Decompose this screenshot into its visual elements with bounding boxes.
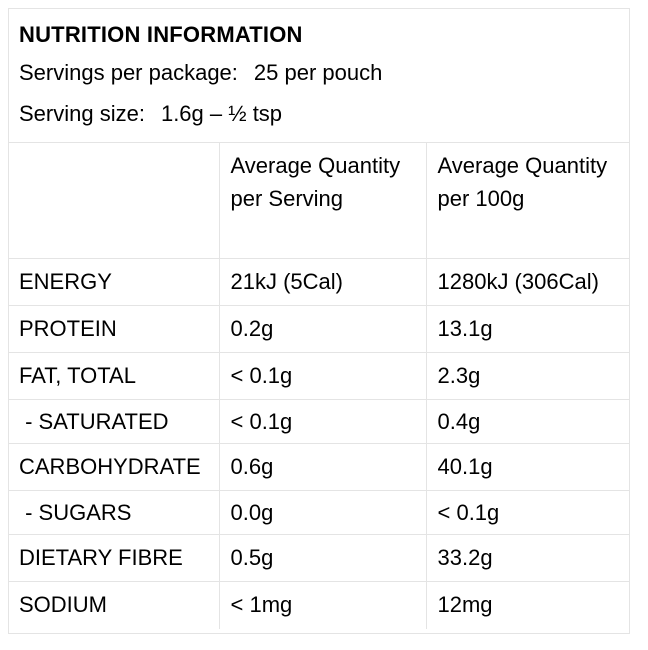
nutrient-name: - SATURATED	[8, 399, 219, 444]
servings-value: 25 per pouch	[253, 60, 383, 85]
per-100g-value: 13.1g	[425, 305, 630, 353]
per-serving-value: 0.2g	[218, 305, 426, 353]
per-100g-value: 12mg	[425, 581, 630, 629]
nutrient-name: PROTEIN	[8, 305, 219, 353]
table-row: - SATURATED < 0.1g 0.4g	[8, 399, 630, 444]
table-row: PROTEIN 0.2g 13.1g	[8, 305, 630, 353]
nutrient-name: CARBOHYDRATE	[8, 443, 219, 491]
header-per-serving: Average Quantity per Serving	[218, 142, 426, 259]
table-row: FAT, TOTAL < 0.1g 2.3g	[8, 352, 630, 400]
per-serving-value: < 1mg	[218, 581, 426, 629]
per-100g-value: 2.3g	[425, 352, 630, 400]
nutrient-name: SODIUM	[8, 581, 219, 629]
nutrition-table: Average Quantity per Serving Average Qua…	[8, 142, 630, 629]
servings-per-package: Servings per package: 25 per pouch	[19, 60, 382, 86]
per-100g-value: 40.1g	[425, 443, 630, 491]
header-per-100g: Average Quantity per 100g	[425, 142, 630, 259]
table-row: CARBOHYDRATE 0.6g 40.1g	[8, 443, 630, 491]
per-serving-value: 0.0g	[218, 490, 426, 535]
per-serving-value: 21kJ (5Cal)	[218, 258, 426, 306]
per-serving-value: 0.6g	[218, 443, 426, 491]
nutrient-name: ENERGY	[8, 258, 219, 306]
servings-label: Servings per package:	[19, 60, 238, 85]
per-100g-value: < 0.1g	[425, 490, 630, 535]
table-row: ENERGY 21kJ (5Cal) 1280kJ (306Cal)	[8, 258, 630, 306]
nutrient-name: DIETARY FIBRE	[8, 534, 219, 582]
per-100g-value: 1280kJ (306Cal)	[425, 258, 630, 306]
per-100g-value: 0.4g	[425, 399, 630, 444]
nutrient-name: FAT, TOTAL	[8, 352, 219, 400]
table-header-row: Average Quantity per Serving Average Qua…	[8, 142, 630, 259]
serving-size-value: 1.6g – ½ tsp	[160, 101, 283, 126]
nutrient-name: - SUGARS	[8, 490, 219, 535]
table-row: DIETARY FIBRE 0.5g 33.2g	[8, 534, 630, 582]
table-row: - SUGARS 0.0g < 0.1g	[8, 490, 630, 535]
per-serving-value: < 0.1g	[218, 399, 426, 444]
table-row: SODIUM < 1mg 12mg	[8, 581, 630, 629]
per-serving-value: 0.5g	[218, 534, 426, 582]
serving-size-label: Serving size:	[19, 101, 145, 126]
nutrition-header: NUTRITION INFORMATION Servings per packa…	[8, 8, 630, 142]
per-100g-value: 33.2g	[425, 534, 630, 582]
serving-size: Serving size: 1.6g – ½ tsp	[19, 101, 282, 127]
per-serving-value: < 0.1g	[218, 352, 426, 400]
nutrition-title: NUTRITION INFORMATION	[19, 22, 303, 47]
header-nutrient	[8, 142, 219, 259]
